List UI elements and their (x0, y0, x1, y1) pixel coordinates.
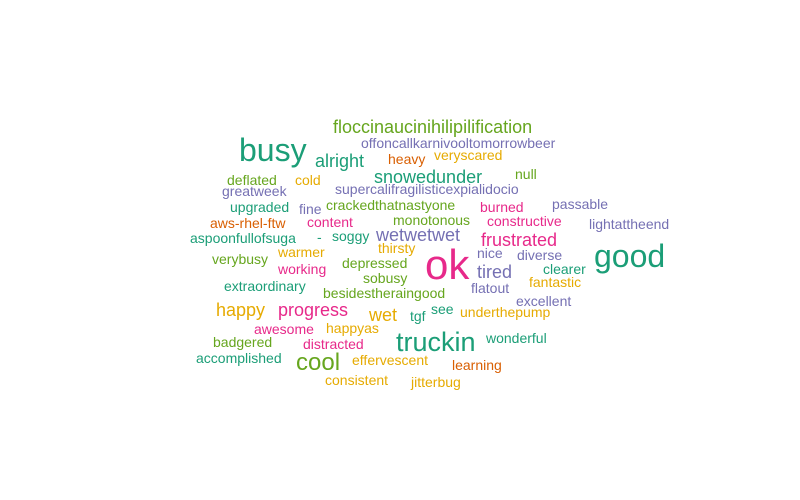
word-besidestheraingood: besidestheraingood (323, 285, 446, 301)
word-alright: alright (315, 151, 365, 171)
word-snowedunder: snowedunder (374, 167, 483, 187)
word-extraordinary: extraordinary (224, 278, 306, 294)
word-constructive: constructive (487, 213, 562, 229)
word-happyas: happyas (326, 320, 379, 336)
word-good: good (594, 238, 666, 274)
word-aspoonfullofsuga: aspoonfullofsuga (190, 230, 296, 246)
word-fantastic: fantastic (529, 274, 582, 290)
word-accomplished: accomplished (196, 350, 282, 366)
word-sobusy: sobusy (363, 270, 408, 286)
word-nice: nice (477, 245, 503, 261)
word-heavy: heavy (388, 151, 426, 167)
word-effervescent: effervescent (352, 352, 429, 368)
word-badgered: badgered (213, 334, 273, 350)
word-monotonous: monotonous (393, 212, 471, 228)
word-content: content (307, 214, 353, 230)
word-frustrated: frustrated (481, 230, 558, 250)
word-soggy: soggy (332, 228, 370, 244)
word-burned: burned (480, 199, 524, 215)
word-warmer: warmer (278, 244, 325, 260)
word-learning: learning (452, 357, 502, 373)
word-crackedthatnastyone: crackedthatnastyone (326, 197, 456, 213)
word-flatout: flatout (471, 280, 510, 296)
word-passable: passable (552, 196, 609, 212)
word-distracted: distracted (303, 336, 364, 352)
word-wonderful: wonderful (486, 330, 547, 346)
word-deflated: deflated (227, 172, 277, 188)
word-depressed: depressed (342, 255, 408, 271)
word-jitterbug: jitterbug (411, 374, 461, 390)
word-busy: busy (239, 132, 307, 168)
word-lightattheend: lightattheend (589, 216, 670, 232)
word-fine: fine (299, 201, 322, 217)
word-null: null (515, 166, 537, 182)
word-see: see (431, 301, 454, 317)
word-tgf: tgf (410, 308, 426, 324)
word-wetwetwet: wetwetwet (376, 225, 461, 245)
word-wet: wet (369, 305, 398, 325)
word-offoncallkarnivooltomorrowbeer: offoncallkarnivooltomorrowbeer (361, 135, 556, 151)
word-verybusy: verybusy (212, 251, 269, 267)
word-awesome: awesome (254, 321, 314, 337)
word-aws-rhel-ftw: aws-rhel-ftw (210, 215, 286, 231)
word-progress: progress (278, 300, 349, 320)
word-supercalifragilisticexpialidocio: supercalifragilisticexpialidocio (335, 181, 519, 197)
word-excellent: excellent (516, 293, 572, 309)
word-thirsty: thirsty (378, 240, 416, 256)
word-dash: - (317, 229, 322, 245)
word-consistent: consistent (325, 372, 389, 388)
word-truckin: truckin (396, 327, 476, 357)
word-floccinaucinihilipilification: floccinaucinihilipilification (333, 117, 533, 137)
word-diverse: diverse (517, 247, 563, 263)
word-ok: ok (425, 241, 470, 288)
word-happy: happy (216, 300, 266, 320)
word-working: working (278, 261, 327, 277)
word-cool: cool (296, 349, 341, 376)
word-cold: cold (295, 172, 321, 188)
word-tired: tired (477, 262, 513, 282)
word-veryscared: veryscared (434, 147, 503, 163)
word-upgraded: upgraded (230, 199, 290, 215)
word-greatweek: greatweek (222, 183, 287, 199)
word-underthepump: underthepump (460, 304, 551, 320)
word-clearer: clearer (543, 261, 586, 277)
